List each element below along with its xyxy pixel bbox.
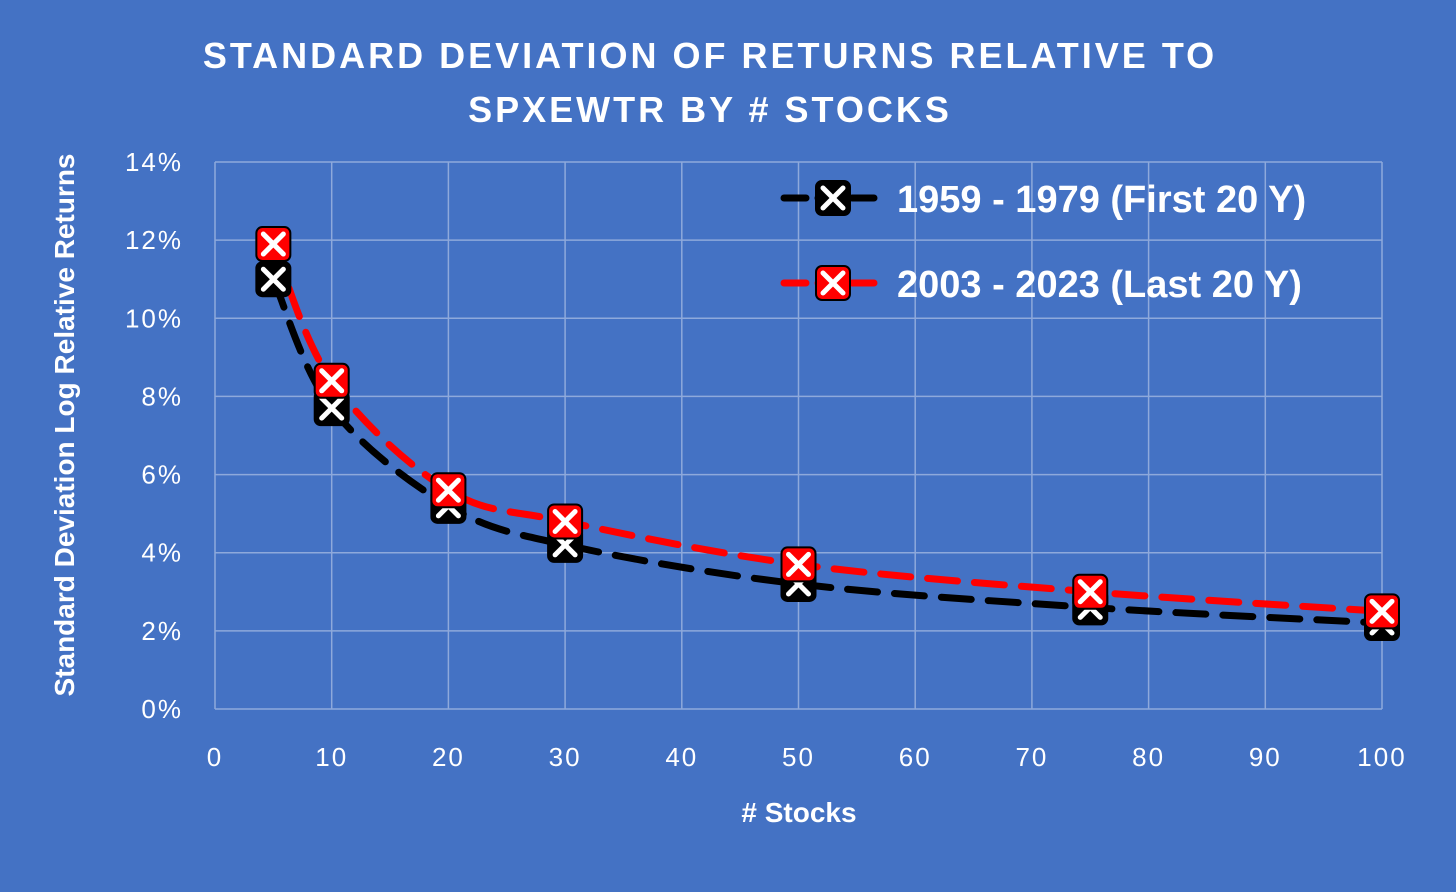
legend-item-1: 1959 - 1979 (First 20 Y) bbox=[780, 179, 1306, 221]
legend-marker bbox=[815, 180, 851, 216]
legend-label: 1959 - 1979 (First 20 Y) bbox=[897, 179, 1306, 221]
series-markers bbox=[255, 226, 1400, 642]
series-2-point bbox=[547, 503, 584, 540]
series-1-point bbox=[255, 261, 292, 298]
x-tick-label: 40 bbox=[665, 742, 698, 772]
x-tick-label: 0 bbox=[207, 742, 223, 772]
x-tick-label: 50 bbox=[782, 742, 815, 772]
x-tick-label: 70 bbox=[1015, 742, 1048, 772]
x-tick-label: 10 bbox=[315, 742, 348, 772]
legend-item-2: 2003 - 2023 (Last 20 Y) bbox=[780, 264, 1302, 306]
y-axis-ticks: 0% 2% 4% 6% 8% 10% 12% 14% bbox=[125, 147, 183, 724]
y-tick-label: 6% bbox=[141, 460, 183, 490]
x-axis-ticks: 0 10 20 30 40 50 60 70 80 90 100 bbox=[207, 742, 1406, 772]
y-tick-label: 0% bbox=[141, 694, 183, 724]
x-tick-label: 30 bbox=[549, 742, 582, 772]
x-tick-label: 90 bbox=[1249, 742, 1282, 772]
legend-marker bbox=[815, 265, 851, 301]
x-tick-label: 80 bbox=[1132, 742, 1165, 772]
y-tick-label: 2% bbox=[141, 616, 183, 646]
chart-title-line-2: SPXEWTR BY # STOCKS bbox=[468, 89, 952, 130]
x-axis-title: # Stocks bbox=[741, 797, 856, 828]
y-tick-label: 14% bbox=[125, 147, 183, 177]
series-2-point bbox=[1072, 573, 1109, 610]
y-tick-label: 12% bbox=[125, 225, 183, 255]
legend: 1959 - 1979 (First 20 Y) 2003 - 2023 (Las… bbox=[780, 179, 1306, 306]
series-line-1 bbox=[269, 275, 1386, 627]
y-tick-label: 4% bbox=[141, 538, 183, 568]
series-2-point bbox=[1364, 593, 1400, 630]
legend-label: 2003 - 2023 (Last 20 Y) bbox=[897, 264, 1302, 306]
series-2-point bbox=[430, 472, 467, 509]
chart-title-line-1: STANDARD DEVIATION OF RETURNS RELATIVE T… bbox=[203, 35, 1217, 76]
grid-lines bbox=[214, 161, 1383, 710]
y-tick-label: 8% bbox=[141, 381, 183, 411]
series-2-point bbox=[313, 362, 350, 399]
x-tick-label: 100 bbox=[1357, 742, 1406, 772]
x-tick-label: 60 bbox=[899, 742, 932, 772]
x-tick-label: 20 bbox=[432, 742, 465, 772]
series-1-point bbox=[313, 390, 350, 427]
y-tick-label: 10% bbox=[125, 303, 183, 333]
y-axis-title: Standard Deviation Log Relative Returns bbox=[49, 154, 80, 697]
series-2-point bbox=[255, 226, 292, 263]
series-2-point bbox=[780, 546, 817, 583]
